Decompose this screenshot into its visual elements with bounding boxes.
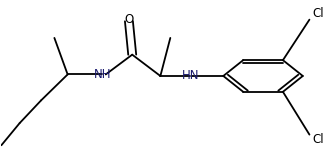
Text: NH: NH	[94, 68, 111, 81]
Text: O: O	[124, 13, 134, 26]
Text: HN: HN	[182, 69, 200, 82]
Text: Cl: Cl	[313, 7, 324, 20]
Text: Cl: Cl	[313, 133, 324, 146]
